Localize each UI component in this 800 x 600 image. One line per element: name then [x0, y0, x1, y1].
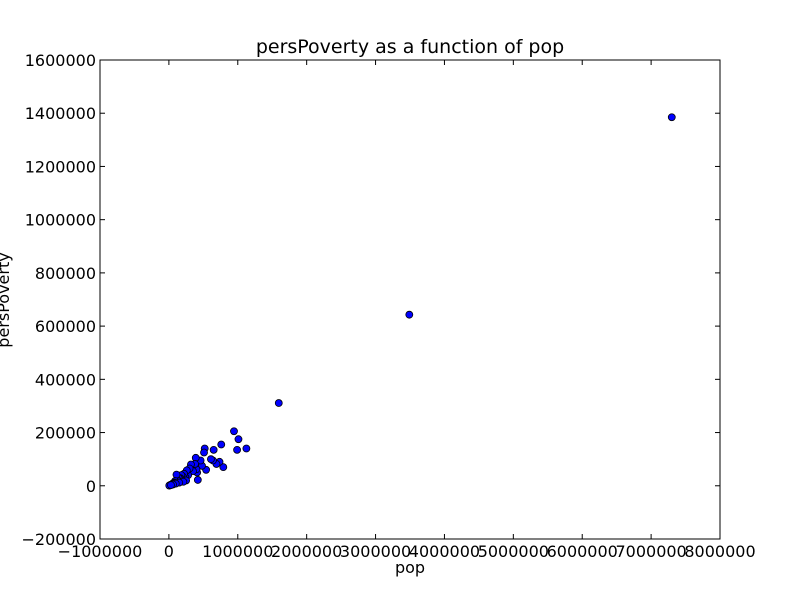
scatter-point [234, 435, 243, 444]
x-tick-label: 6000000 [547, 542, 618, 561]
x-tick-label: 3000000 [340, 542, 411, 561]
scatter-point [167, 481, 175, 490]
scatter-point [667, 113, 676, 122]
x-tick-label: 1000000 [202, 542, 273, 561]
scatter-point [242, 444, 251, 453]
y-tick-label: 400000 [35, 370, 96, 389]
y-tick-label: 1600000 [25, 51, 96, 70]
scatter-point [207, 455, 215, 464]
scatter-point [219, 463, 228, 472]
axis-ticks [99, 59, 721, 540]
x-tick-label: 0 [164, 542, 174, 561]
y-tick-label: 1400000 [25, 104, 96, 123]
y-tick-label: 1200000 [25, 157, 96, 176]
x-tick-label: 5000000 [478, 542, 549, 561]
x-tick-label: 4000000 [409, 542, 480, 561]
chart-title: persPoverty as a function of pop [256, 36, 564, 58]
y-tick-label: −200000 [22, 530, 96, 549]
scatter-point [233, 445, 241, 454]
y-tick-label: 800000 [35, 264, 96, 283]
scatter-point [200, 448, 208, 457]
x-axis-label: pop [395, 558, 425, 577]
x-tick-label: 8000000 [684, 542, 755, 561]
tick-labels: −1000000 0 1000000200000030000004000000500… [22, 51, 756, 561]
x-tick-label: 2000000 [271, 542, 342, 561]
scatter-point [230, 427, 238, 436]
scatter-point [193, 476, 202, 484]
x-tick-label: −1000000 [58, 542, 143, 561]
y-tick-label: 0 [86, 477, 96, 496]
scatter-point [274, 399, 283, 407]
y-axis-label: persPoverty [0, 252, 13, 347]
y-tick-label: 200000 [35, 424, 96, 443]
scatter-point [217, 440, 226, 449]
scatter-point [209, 445, 218, 454]
scatter-point [405, 310, 414, 319]
data-points [165, 113, 676, 490]
y-tick-label: 600000 [35, 317, 96, 336]
scatter-point [172, 470, 181, 479]
y-tick-label: 1000000 [25, 211, 96, 230]
x-tick-label: 7000000 [615, 542, 686, 561]
